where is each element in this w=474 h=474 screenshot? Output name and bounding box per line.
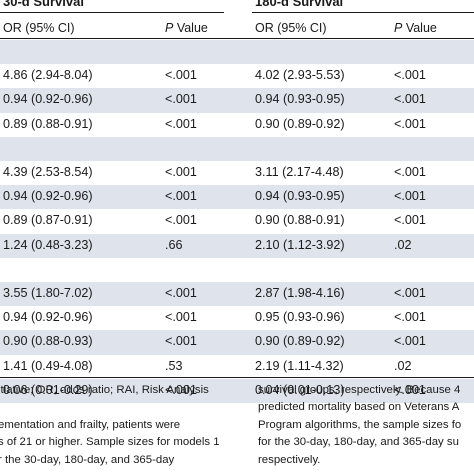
cell-or-180d: 3.11 (2.17-4.48) [255,165,344,179]
cell-p-30d: <.001 [165,310,197,325]
col-header-or-180d: OR (95% CI) [255,21,327,35]
cell-or-30d: 1.41 (0.49-4.08) [3,358,93,373]
row-band [0,185,474,210]
footnote-line: for the 30-day, 180-day, and 365-day su [258,436,459,449]
cell-or-30d: 0.90 (0.88-0.93) [3,334,93,349]
cell-p-30d: <.001 [165,382,197,397]
footnote-line: respectively. [258,453,321,466]
col-header-p-180d: P Value [394,21,437,35]
cell-p-180d: <.001 [394,116,426,131]
row-band [0,282,474,307]
cell-p-180d: .02 [394,358,412,373]
cell-or-180d: 2.87 (1.98-4.16) [255,286,345,300]
row-band [0,136,474,161]
cell-p-30d: <.001 [165,213,197,228]
cell-or-30d: 4.86 (2.94-8.04) [3,68,93,83]
cell-or-30d: 0.89 (0.88-0.91) [3,116,93,131]
footnote-line: survival groups, respectively. Because 4 [258,384,461,396]
cell-p-30d: <.001 [165,189,197,204]
footnote-line: s of 21 or higher. Sample sizes for mode… [0,436,220,449]
cell-p-180d: <.001 [394,189,426,204]
cell-p-30d: <.001 [165,92,197,107]
cell-or-30d: 0.94 (0.92-0.96) [3,92,93,107]
cell-or-30d: 1.24 (0.48-3.23) [3,237,93,252]
row-band [0,378,474,403]
cell-p-180d: <.001 [394,310,426,325]
cell-or-30d: 0.89 (0.87-0.91) [3,213,93,228]
cell-p-30d: <.001 [165,116,197,131]
cell-or-180d: 2.10 (1.12-3.92) [255,237,345,252]
col-header-p-30d: P Value [165,21,208,35]
header-rule [0,38,474,39]
cell-p-180d: <.001 [394,165,426,179]
footnote-line: ementation and frailty, patients were [0,418,181,431]
cell-p-30d: .53 [165,358,183,373]
group-header-180d: 180-d Survival [255,0,344,9]
cell-or-180d: 0.94 (0.93-0.95) [255,189,345,204]
group-rule-180d [252,12,474,13]
cell-or-180d: 0.90 (0.88-0.91) [255,213,345,228]
p-italic: P [394,21,403,35]
row-band [0,330,474,355]
cell-or-180d: 0.95 (0.93-0.96) [255,310,345,325]
p-rest: Value [173,21,208,35]
row-band [0,233,474,258]
cell-or-180d: 4.02 (2.93-5.53) [255,68,345,83]
cell-or-30d: 4.39 (2.53-8.54) [3,165,93,179]
cell-or-180d: 0.90 (0.89-0.92) [255,334,345,349]
cell-p-30d: <.001 [165,334,197,349]
cell-or-180d: 0.90 (0.89-0.92) [255,116,345,131]
row-band [0,40,474,65]
cell-p-180d: <.001 [394,92,426,107]
cell-p-180d: <.001 [394,68,426,83]
cell-or-30d: 0.06 (0.01-0.29) [3,382,93,397]
cell-p-180d: <.001 [394,334,426,349]
cell-or-180d: 2.19 (1.11-4.32) [255,358,344,373]
cell-p-180d: .02 [394,237,412,252]
cell-or-30d: 0.94 (0.92-0.96) [3,310,93,325]
p-italic: P [165,21,174,35]
cell-or-30d: 0.94 (0.92-0.96) [3,189,93,204]
cell-p-180d: <.001 [394,286,426,300]
group-header-30d: 30-d Survival [3,0,84,9]
footnote-line: itiative; OR, odds ratio; RAI, Risk Anal… [0,384,209,396]
cell-or-180d: 0.04 (0.01-0.13) [255,382,345,397]
bottom-rule [0,377,474,378]
cell-p-180d: <.001 [394,213,426,228]
footnote-line: r the 30-day, 180-day, and 365-day [0,453,175,466]
cell-or-180d: 0.94 (0.93-0.95) [255,92,345,107]
footnote-line: predicted mortality based on Veterans A [258,401,460,414]
cell-p-30d: <.001 [165,68,197,83]
col-header-or-30d: OR (95% CI) [3,21,75,35]
cell-p-30d: <.001 [165,286,197,300]
row-band [0,88,474,113]
footnote-line: Program algorithms, the sample sizes fo [258,418,462,431]
cell-p-180d: <.001 [394,382,426,397]
cell-or-30d: 3.55 (1.80-7.02) [3,286,93,300]
p-rest: Value [402,21,437,35]
cell-p-30d: .66 [165,237,183,252]
cell-p-30d: <.001 [165,165,197,179]
group-rule-30d [0,12,224,13]
